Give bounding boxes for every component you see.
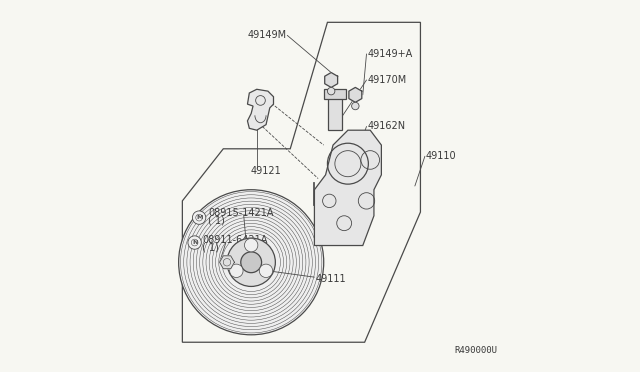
Text: 49162N: 49162N [367,122,406,131]
Text: M: M [196,215,202,220]
Circle shape [188,236,202,249]
Polygon shape [349,87,362,102]
Circle shape [328,87,335,95]
Bar [324,89,346,99]
Circle shape [259,264,273,278]
Polygon shape [324,73,338,87]
Text: 08911-6421A: 08911-6421A [202,235,268,245]
Circle shape [193,211,206,224]
Text: 49111: 49111 [316,274,346,284]
Circle shape [227,238,275,286]
Text: 49170M: 49170M [367,75,407,85]
Circle shape [179,190,324,335]
Polygon shape [314,130,381,246]
Text: 49149M: 49149M [248,31,287,40]
Circle shape [244,238,258,252]
Polygon shape [220,256,234,269]
Text: ( 1): ( 1) [209,215,225,225]
Circle shape [351,102,359,110]
Text: R490000U: R490000U [455,346,498,355]
Text: 49121: 49121 [250,166,281,176]
Text: 49149+A: 49149+A [367,49,413,59]
Polygon shape [313,182,314,205]
Polygon shape [248,89,273,130]
Text: ( 1): ( 1) [202,242,220,252]
Text: N: N [192,240,197,245]
Text: 08915-1421A: 08915-1421A [209,208,274,218]
Text: 49110: 49110 [426,151,457,161]
Circle shape [241,252,262,273]
Circle shape [230,264,243,278]
Bar [328,93,342,130]
